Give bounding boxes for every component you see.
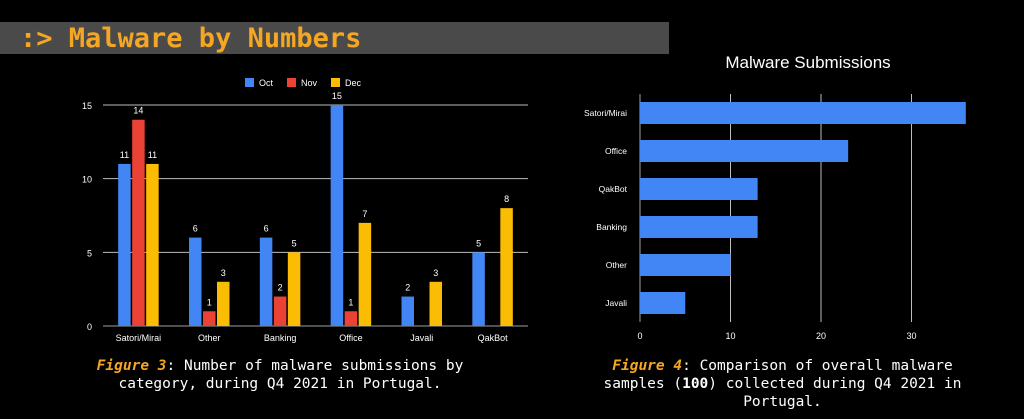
- y-tick-label: QakBot: [599, 184, 628, 194]
- data-label-satori-mirai-oct: 11: [120, 150, 129, 160]
- y-tick-label: Satori/Mirai: [584, 108, 627, 118]
- data-label-office-oct: 15: [332, 91, 342, 101]
- horizontal-bar-chart: Malware Submissions 0 10 20 30 Satori/Mirai Of…: [584, 53, 966, 341]
- bar-banking-oct: [259, 237, 273, 326]
- bar-javali: [640, 292, 686, 314]
- bar-satori-mirai: [640, 102, 966, 124]
- bar-office: [640, 140, 849, 162]
- section-title: :> Malware by Numbers: [20, 23, 362, 54]
- section-banner: :> Malware by Numbers: [0, 22, 669, 54]
- data-label-banking-oct: 6: [264, 224, 269, 234]
- bar-other-oct: [189, 237, 202, 326]
- bar-qakbot-dec: [500, 208, 513, 326]
- figure4-sample-count: 100: [682, 376, 709, 392]
- bar-other-nov: [203, 311, 216, 326]
- x-tick-label: Banking: [264, 333, 297, 343]
- bar-satori-mirai-dec: [146, 163, 159, 326]
- bar-banking: [640, 216, 758, 238]
- legend-label-dec: Dec: [345, 78, 362, 88]
- x-tick-label: 20: [816, 331, 826, 341]
- bar-banking-nov: [273, 296, 287, 326]
- legend-swatch-oct: [245, 78, 254, 87]
- bar-qakbot-oct: [472, 252, 485, 326]
- x-tick-label: Satori/Mirai: [116, 333, 162, 343]
- x-tick-label: Other: [198, 333, 221, 343]
- bar-office-nov: [344, 311, 358, 326]
- y-tick-label: Other: [606, 260, 627, 270]
- data-label-banking-dec: 5: [292, 238, 297, 248]
- y-tick-label: Javali: [605, 298, 627, 308]
- data-label-satori-mirai-nov: 14: [133, 106, 143, 116]
- x-tick-label: 30: [906, 331, 916, 341]
- data-label-other-oct: 6: [193, 224, 198, 234]
- bar-other: [640, 254, 731, 276]
- y-tick-label: Banking: [596, 222, 627, 232]
- figure3-label: Figure 3: [96, 358, 167, 374]
- y-tick-label: 0: [87, 322, 92, 332]
- legend-label-nov: Nov: [301, 78, 318, 88]
- x-tick-label: Javali: [410, 333, 433, 343]
- bar-javali-dec: [429, 281, 442, 326]
- bar-office-dec: [358, 222, 372, 326]
- bar-other-dec: [217, 281, 230, 326]
- figure4-text-after: ) collected during Q4 2021 in Portugal.: [708, 376, 962, 410]
- data-label-javali-dec: 3: [433, 268, 438, 278]
- figure4-text-before: : Comparison of overall malware samples …: [603, 358, 953, 392]
- bar-satori-mirai-nov: [132, 119, 145, 326]
- data-label-javali-oct: 2: [405, 283, 410, 293]
- bar-office-oct: [330, 105, 344, 326]
- bar-qakbot: [640, 178, 758, 200]
- legend-swatch-nov: [287, 78, 296, 87]
- bar-javali-oct: [401, 296, 414, 326]
- data-label-qakbot-oct: 5: [476, 238, 481, 248]
- data-label-office-dec: 7: [362, 209, 367, 219]
- chart-title: Malware Submissions: [725, 53, 890, 72]
- x-tick-label: 0: [637, 331, 642, 341]
- x-tick-label: Office: [339, 333, 362, 343]
- data-label-other-nov: 1: [207, 297, 212, 307]
- y-tick-label: 10: [82, 175, 92, 185]
- y-tick-label: 15: [82, 101, 92, 111]
- legend-swatch-dec: [331, 78, 340, 87]
- figure3-caption: Figure 3: Number of malware submissions …: [60, 357, 500, 393]
- data-label-banking-nov: 2: [278, 283, 283, 293]
- legend-label-oct: Oct: [259, 78, 274, 88]
- bar-banking-dec: [287, 252, 301, 326]
- y-tick-label: Office: [605, 146, 627, 156]
- x-tick-label: 10: [725, 331, 735, 341]
- data-label-qakbot-dec: 8: [504, 194, 509, 204]
- data-label-satori-mirai-dec: 11: [148, 150, 157, 160]
- bar-satori-mirai-oct: [118, 163, 131, 326]
- data-label-office-nov: 1: [348, 297, 353, 307]
- figure4-label: Figure 4: [612, 358, 683, 374]
- data-label-other-dec: 3: [221, 268, 226, 278]
- figure4-caption: Figure 4: Comparison of overall malware …: [590, 357, 975, 411]
- y-tick-label: 5: [87, 248, 92, 258]
- x-tick-label: QakBot: [478, 333, 509, 343]
- figure3-text: : Number of malware submissions by categ…: [118, 358, 464, 392]
